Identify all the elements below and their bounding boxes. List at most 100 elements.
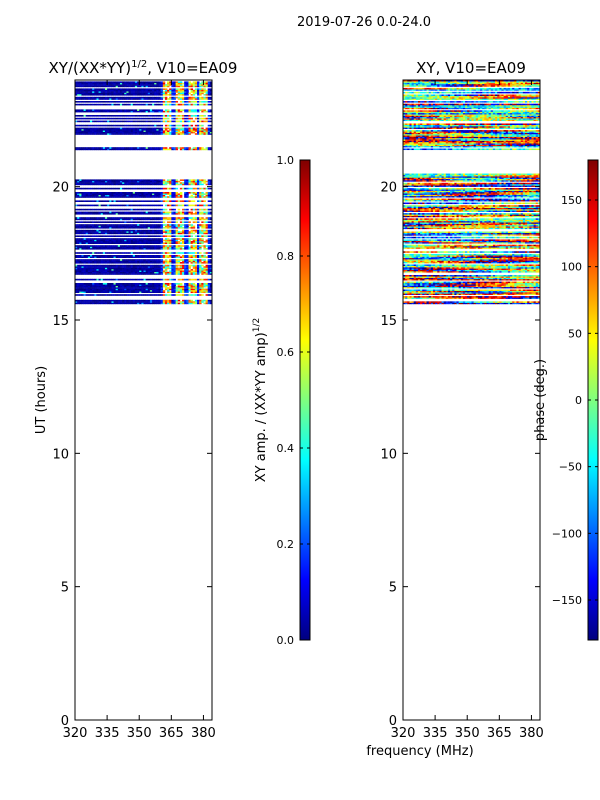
heatmap-cell	[167, 278, 170, 281]
heatmap-cell	[87, 196, 91, 198]
heatmap-cell	[124, 246, 127, 249]
heatmap-cell	[134, 246, 138, 249]
heatmap-cell	[190, 124, 194, 127]
heatmap-cell	[197, 92, 200, 95]
heatmap-cell	[109, 124, 112, 127]
heatmap-cell	[203, 208, 206, 211]
heatmap-cell	[81, 200, 84, 202]
heatmap-cell	[85, 208, 89, 211]
heatmap-cell	[130, 115, 134, 117]
heatmap-cell	[139, 130, 142, 132]
heatmap-cell	[199, 84, 202, 86]
heatmap-cell	[115, 301, 119, 303]
heatmap-cell	[134, 213, 138, 215]
heatmap-cell	[102, 217, 106, 219]
heatmap-cell	[207, 183, 211, 186]
heatmap-cell	[164, 148, 168, 151]
heatmap-cell	[109, 109, 112, 111]
heatmap-cell	[190, 259, 194, 261]
heatmap-cell	[158, 133, 161, 135]
heatmap-cell	[152, 103, 155, 106]
heatmap-cell	[186, 291, 189, 293]
heatmap-cell	[186, 193, 189, 195]
heatmap-cell	[87, 120, 91, 123]
heatmap-cell	[203, 269, 206, 271]
heatmap-cell	[85, 299, 89, 302]
heatmap-cell	[164, 266, 168, 268]
heatmap-cell	[177, 96, 181, 99]
heatmap-cell	[89, 239, 93, 242]
heatmap-cell	[147, 299, 151, 302]
heatmap-cell	[205, 269, 209, 271]
heatmap-cell	[201, 264, 204, 267]
heatmap-cell	[197, 256, 200, 258]
heatmap-cell	[111, 196, 114, 198]
heatmap-cell	[162, 96, 166, 99]
heatmap-cell	[145, 218, 149, 221]
heatmap-cell	[147, 148, 151, 151]
heatmap-cell	[124, 291, 127, 293]
heatmap-cell	[188, 266, 191, 268]
heatmap-cell	[154, 238, 157, 240]
heatmap-cell	[77, 194, 80, 197]
heatmap-cell	[109, 225, 112, 228]
heatmap-cell	[139, 273, 142, 275]
heatmap-cell	[188, 101, 191, 103]
heatmap-cell	[119, 103, 123, 106]
heatmap-cell	[143, 82, 146, 85]
heatmap-cell	[104, 193, 108, 195]
heatmap-cell	[145, 204, 149, 207]
heatmap-cell	[192, 115, 196, 117]
heatmap-cell	[209, 182, 212, 184]
heatmap-cell	[192, 148, 196, 151]
heatmap-cell	[201, 88, 204, 90]
heatmap-cell	[117, 85, 121, 88]
heatmap-cell	[102, 225, 106, 228]
heatmap-cell	[188, 285, 191, 288]
heatmap-cell	[209, 294, 212, 296]
heatmap-cell	[100, 124, 104, 127]
heatmap-cell	[179, 127, 183, 130]
heatmap-cell	[117, 109, 121, 111]
heatmap-cell	[209, 218, 212, 221]
heatmap-cell	[75, 291, 78, 293]
heatmap-cell	[81, 242, 84, 244]
heatmap-cell	[182, 213, 185, 215]
heatmap-cell	[75, 200, 78, 202]
heatmap-cell	[128, 180, 131, 183]
heatmap-cell	[100, 82, 104, 85]
heatmap-cell	[75, 235, 78, 237]
heatmap-cell	[207, 235, 211, 237]
heatmap-cell	[184, 193, 187, 195]
heatmap-cell	[179, 245, 183, 247]
heatmap-cell	[119, 127, 123, 130]
heatmap-cell	[154, 148, 157, 151]
heatmap-cell	[98, 117, 101, 120]
heatmap-cell	[188, 187, 191, 190]
heatmap-cell	[92, 84, 95, 86]
heatmap-cell	[128, 232, 131, 235]
heatmap-cell	[102, 291, 106, 293]
heatmap-cell	[89, 82, 93, 85]
heatmap-cell	[122, 288, 125, 291]
heatmap-cell	[175, 262, 179, 264]
heatmap-cell	[158, 301, 161, 303]
heatmap-cell	[209, 252, 212, 254]
heatmap-cell	[104, 224, 108, 226]
heatmap-cell	[94, 242, 97, 244]
heatmap-cell	[152, 287, 155, 289]
heatmap-cell	[111, 255, 114, 257]
heatmap-cell	[158, 98, 161, 100]
heatmap-cell	[149, 94, 153, 96]
heatmap-cell	[100, 89, 104, 92]
heatmap-cell	[184, 278, 187, 281]
heatmap-cell	[79, 109, 82, 111]
heatmap-cell	[164, 133, 168, 135]
heatmap-cell	[167, 291, 170, 293]
heatmap-cell	[79, 270, 82, 272]
heatmap-cell	[119, 238, 123, 240]
heatmap-cell	[130, 127, 134, 130]
heatmap-cell	[85, 288, 89, 291]
heatmap-cell	[132, 262, 136, 264]
heatmap-cell	[177, 238, 181, 240]
